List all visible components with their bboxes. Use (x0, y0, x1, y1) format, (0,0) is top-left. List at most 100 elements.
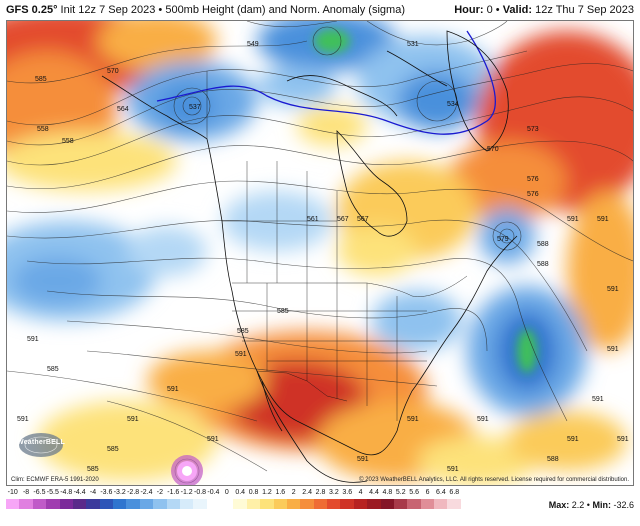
contour-label: 591 (207, 436, 219, 443)
colorbar-swatch (286, 499, 301, 509)
contour-label: 585 (107, 446, 119, 453)
colorbar-ticks: -10 -8 -6.5 -5.5 -4.8 -4.4 -4 -3.6 -3.2 -2.8 -2.4-… (6, 489, 461, 499)
colorbar-swatch (113, 499, 127, 509)
colorbar-tick-label: 6.8 (449, 489, 460, 496)
colorbar-swatch (6, 499, 20, 509)
contour-label: 591 (607, 346, 619, 353)
colorbar-tick-label: 4 (358, 489, 363, 496)
colorbar-tick-label: 5.6 (409, 489, 420, 496)
product-name: 500mb Height (dam) and Norm. Anomaly (si… (165, 4, 405, 16)
contour-label: 591 (407, 416, 419, 423)
colorbar-tick-label: -0.4 (207, 489, 220, 496)
colorbar-swatch (420, 499, 434, 509)
colorbar-swatch (99, 499, 113, 509)
colorbar-tick-label: 4.8 (382, 489, 393, 496)
contour-label: 579 (497, 236, 509, 243)
max-label: Max: (548, 500, 570, 510)
coastlines (101, 30, 518, 483)
colorbar-tick-label: -2.4 (140, 489, 153, 496)
min-label: Min: (592, 500, 611, 510)
colorbar-swatch (393, 499, 408, 509)
valid-value: 12z Thu 7 Sep 2023 (535, 4, 634, 16)
contour-label: 588 (537, 241, 549, 248)
contour-label: 591 (592, 396, 604, 403)
anomaly-map: 585 570 564 558 558 567 585 591 537 549 … (6, 20, 634, 486)
colorbar-swatch (327, 499, 341, 509)
anomaly-shading (7, 21, 633, 485)
colorbar-swatches (6, 499, 461, 509)
contour-label: 558 (62, 138, 74, 145)
logo-emblem (19, 433, 63, 457)
valid-time: Hour: 0 • Valid: 12z Thu 7 Sep 2023 (454, 0, 634, 20)
colorbar-tick-label: 2.4 (302, 489, 312, 496)
contour-label: 591 (567, 436, 579, 443)
valid-separator: • (495, 4, 500, 16)
colorbar-swatch (206, 499, 220, 509)
colorbar-tick-label: -4.4 (73, 489, 86, 496)
colorbar-tick-label: -10 (7, 489, 18, 496)
colorbar-tick-label: -8 (22, 489, 30, 496)
colorbar-tick-label: 0 (224, 489, 229, 496)
map-title: GFS 0.25° Init 12z 7 Sep 2023 • 500mb He… (6, 0, 405, 20)
colorbar: -10 -8 -6.5 -5.5 -4.8 -4.4 -4 -3.6 -3.2 -2.8 -2.4-… (0, 488, 640, 526)
contour-label: 534 (447, 101, 459, 108)
climatology-note: Clim: ECMWF ERA-5 1991-2020 (11, 477, 99, 483)
contour-label: 591 (607, 286, 619, 293)
max-value: 2.2 (571, 500, 585, 510)
contour-label: 585 (87, 466, 99, 473)
colorbar-swatch (72, 499, 87, 509)
colorbar-tick-label: 1.6 (275, 489, 286, 496)
colorbar-swatch (59, 499, 73, 509)
colorbar-swatch (407, 499, 421, 509)
colorbar-swatch (260, 499, 274, 509)
contour-label: 585 (35, 76, 47, 83)
init-time: Init 12z 7 Sep 2023 (60, 4, 156, 16)
contour-label: 567 (337, 216, 349, 223)
colorbar-tick-label: -4 (89, 489, 97, 496)
colorbar-tick-label: -6.5 (33, 489, 46, 496)
contour-label: 549 (247, 41, 259, 48)
colorbar-swatch (313, 499, 327, 509)
colorbar-tick-label: 2.8 (315, 489, 326, 496)
contour-label-layer: 585 570 564 558 558 567 585 591 537 549 … (17, 41, 629, 473)
copyright-note: © 2023 WeatherBELL Analytics, LLC. All r… (359, 477, 629, 483)
contour-label: 570 (487, 146, 499, 153)
colorbar-tick-label: 6 (425, 489, 430, 496)
hour-label: Hour: (454, 4, 484, 16)
colorbar-tick-label: -4.8 (60, 489, 73, 496)
colorbar-tick-label: 5.2 (395, 489, 406, 496)
contour-label: 585 (237, 328, 249, 335)
contour-label: 585 (277, 308, 289, 315)
height-contours (7, 21, 633, 484)
contour-label: 591 (17, 416, 29, 423)
colorbar-tick-label: 4.4 (369, 489, 379, 496)
contour-label: 564 (117, 106, 129, 113)
colorbar-tick-label: -3.6 (100, 489, 113, 496)
colorbar-swatch (434, 499, 448, 509)
colorbar-tick-label: 3.2 (328, 489, 339, 496)
colorbar-tick-label: 6.4 (436, 489, 446, 496)
contour-label: 531 (407, 41, 419, 48)
colorbar-swatch (126, 499, 140, 509)
thick-contour (156, 30, 496, 135)
colorbar-swatch (153, 499, 167, 509)
colorbar-swatch (193, 499, 207, 509)
colorbar-swatch (46, 499, 60, 509)
colorbar-tick-label: 1.2 (262, 489, 272, 496)
colorbar-swatch (353, 499, 368, 509)
colorbar-tick-label: -1.6 (167, 489, 180, 496)
contour-label: 591 (597, 216, 609, 223)
contour-label: 591 (617, 436, 629, 443)
title-bar: GFS 0.25° Init 12z 7 Sep 2023 • 500mb He… (0, 0, 640, 20)
colorbar-tick-label: -3.2 (113, 489, 126, 496)
title-separator: • (158, 4, 163, 16)
contour-label: 591 (447, 466, 459, 473)
contour-label: 573 (527, 126, 539, 133)
colorbar-tick-label: -0.8 (194, 489, 207, 496)
contour-label: 588 (547, 456, 559, 463)
contour-label: 591 (357, 456, 369, 463)
valid-label: Valid: (502, 4, 533, 16)
contour-label: 576 (527, 176, 539, 183)
contour-label: 591 (235, 351, 247, 358)
extreme-anomaly-core (314, 29, 537, 373)
